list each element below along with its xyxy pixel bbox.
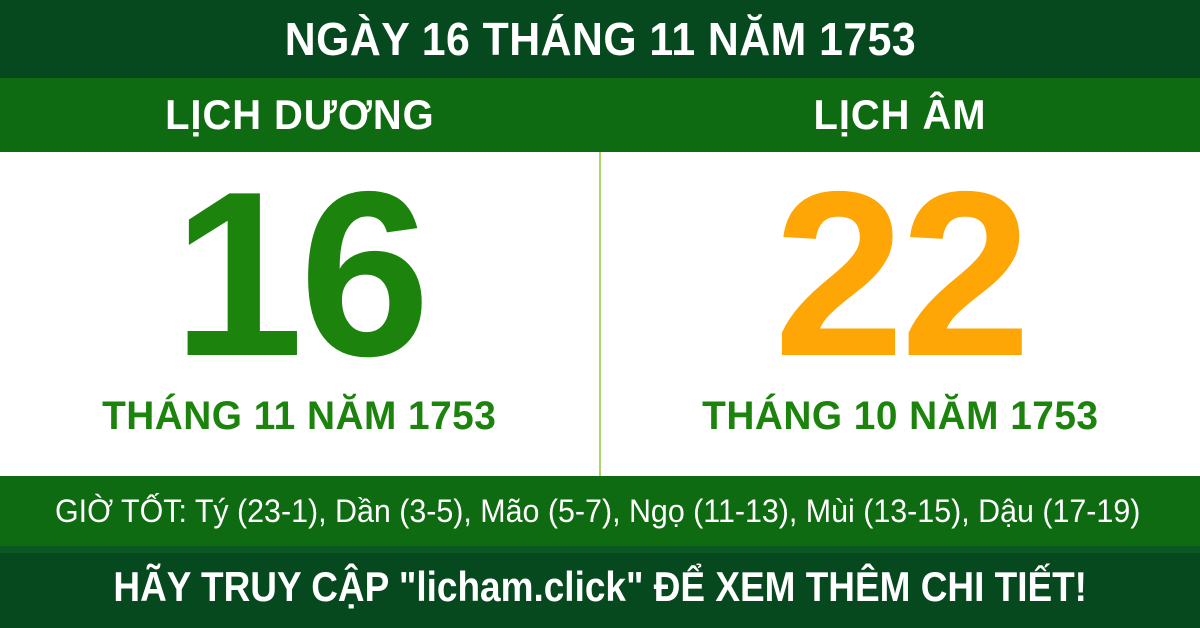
footer-bar: HÃY TRUY CẬP "licham.click" ĐỂ XEM THÊM … [0,546,1200,628]
solar-month-year: THÁNG 11 NĂM 1753 [102,394,497,438]
banner-header-bar: NGÀY 16 THÁNG 11 NĂM 1753 [0,0,1200,78]
solar-header-cell: LỊCH DƯƠNG [0,78,600,152]
footer-top-edge [0,546,1200,553]
solar-calendar-label: LỊCH DƯƠNG [165,91,435,138]
column-divider [599,152,601,476]
good-hours-text: GIỜ TỐT: Tý (23-1), Dần (3-5), Mão (5-7)… [55,492,1141,529]
calendar-header-row: LỊCH DƯƠNG LỊCH ÂM [0,78,1200,152]
calendar-body: 16 THÁNG 11 NĂM 1753 22 THÁNG 10 NĂM 175… [0,152,1200,476]
banner-title: NGÀY 16 THÁNG 11 NĂM 1753 [284,13,916,65]
good-hours-bar: GIỜ TỐT: Tý (23-1), Dần (3-5), Mão (5-7)… [0,476,1200,546]
lunar-header-cell: LỊCH ÂM [600,78,1200,152]
solar-panel: 16 THÁNG 11 NĂM 1753 [0,152,599,476]
lunar-panel: 22 THÁNG 10 NĂM 1753 [601,152,1200,476]
solar-day-number: 16 [172,141,430,405]
lunar-month-year: THÁNG 10 NĂM 1753 [702,394,1099,438]
lunar-calendar-label: LỊCH ÂM [813,91,987,138]
lunar-day-number: 22 [773,141,1031,405]
footer-cta-link[interactable]: HÃY TRUY CẬP "licham.click" ĐỂ XEM THÊM … [113,563,1087,610]
